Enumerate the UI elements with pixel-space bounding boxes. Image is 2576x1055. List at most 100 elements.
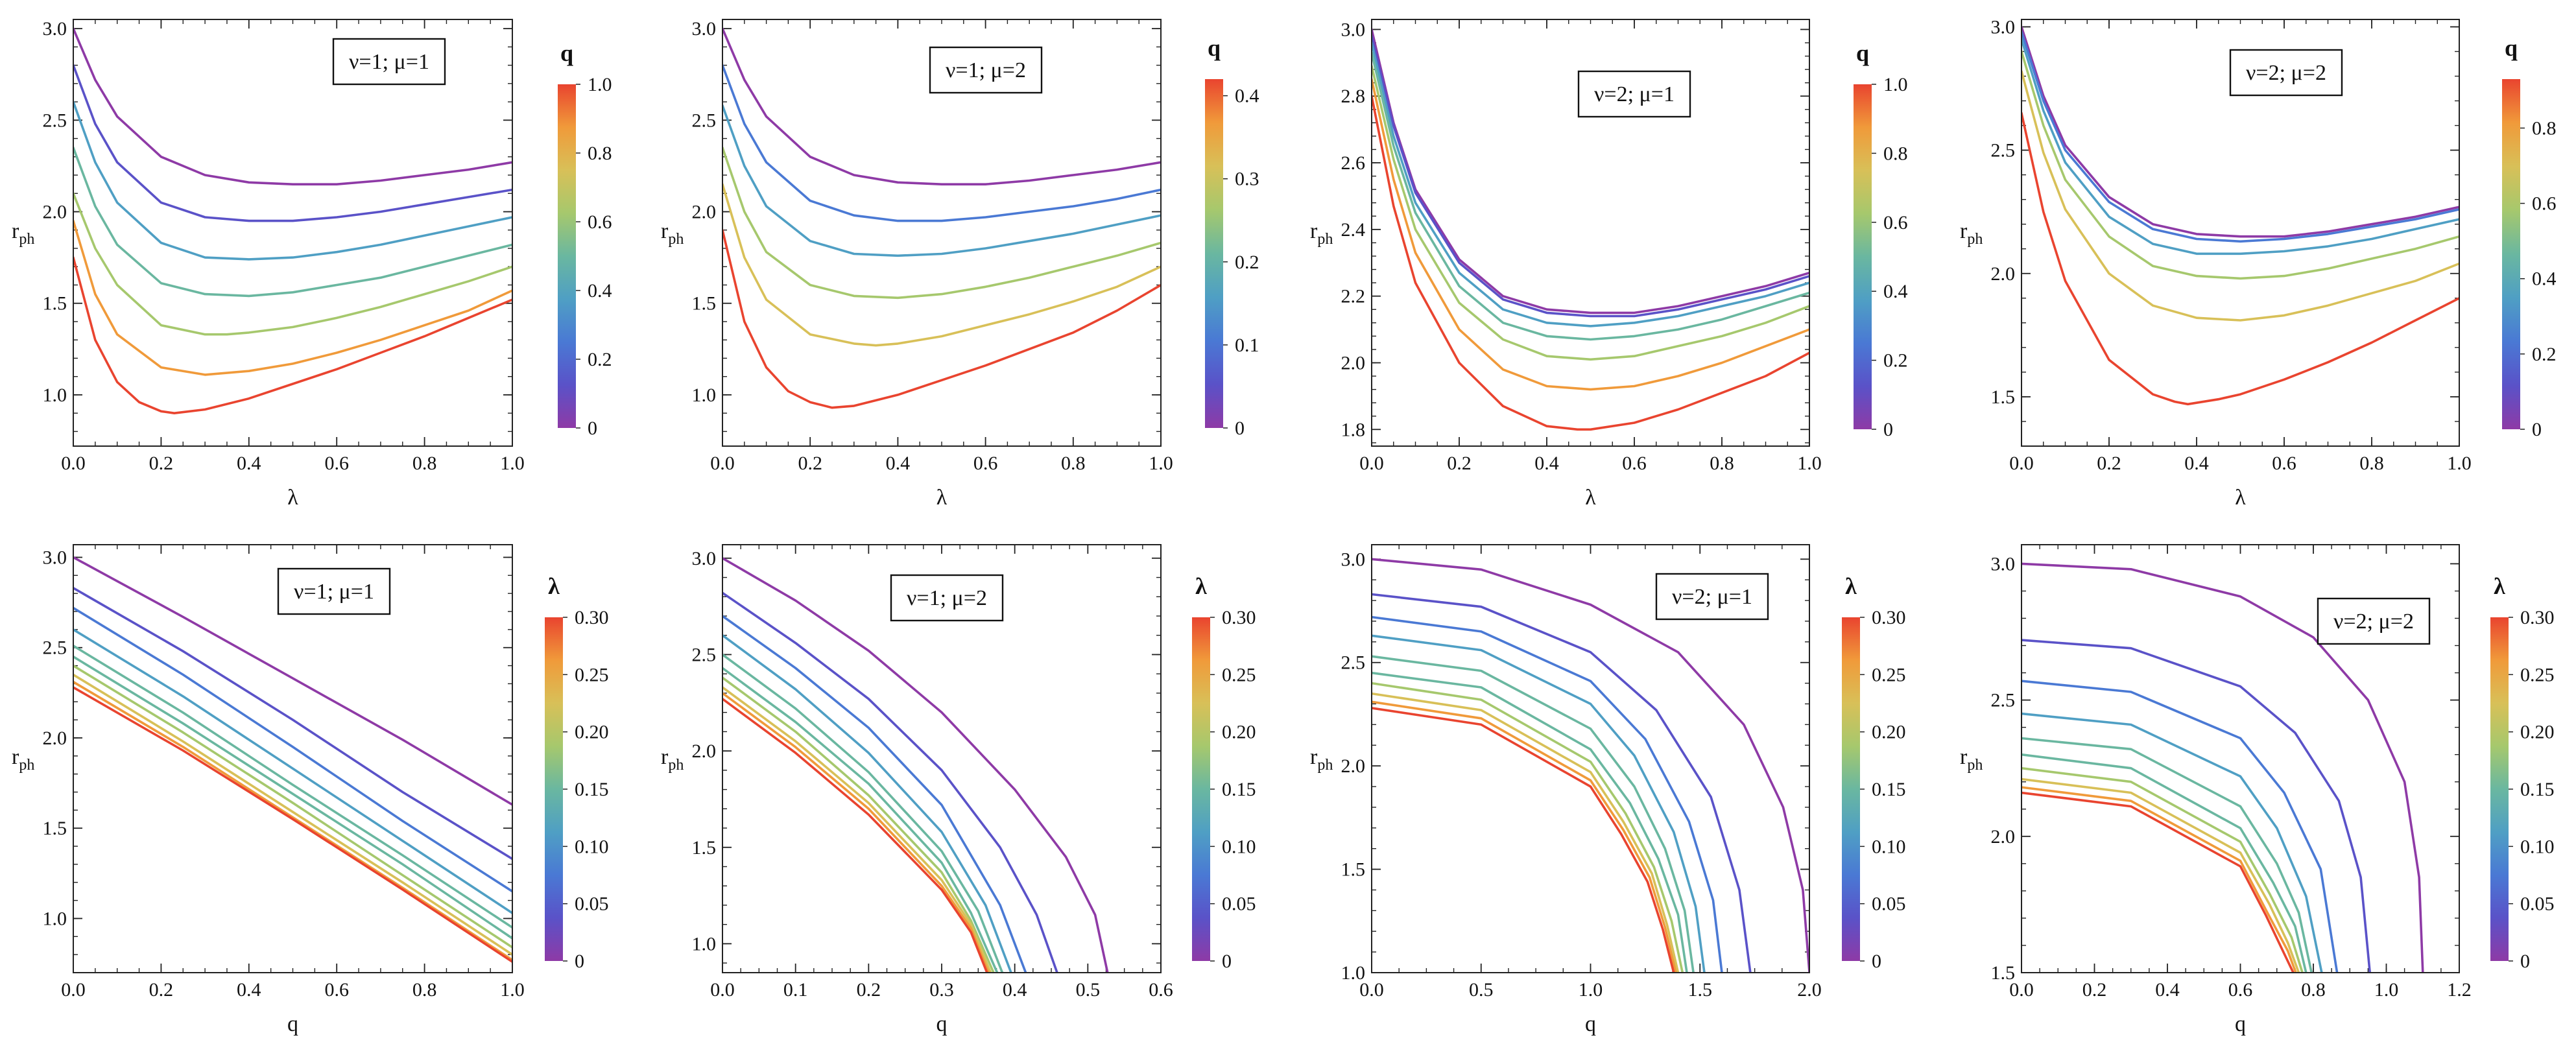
series-line-5 xyxy=(1372,65,1809,361)
panel-title: ν=2; μ=2 xyxy=(2246,61,2326,85)
panel-title: ν=1; μ=2 xyxy=(907,586,987,610)
series-line-6 xyxy=(722,229,1161,409)
colorbar-tick-label: 0.25 xyxy=(1222,664,1256,685)
series-group xyxy=(2021,25,2459,406)
x-tick-label: 0.6 xyxy=(1622,453,1647,474)
series-line-1 xyxy=(722,557,1109,973)
panel-7: 0.0 0.5 1.0 1.5 2.0 1.0 1.5 2.0 2.5 3.0 q rph ν=2; μ… xyxy=(1310,544,1906,1036)
colorbar-tick-label: 0.25 xyxy=(575,664,609,685)
colorbar-title: λ xyxy=(2494,573,2505,599)
x-tick-label: 1.0 xyxy=(1149,453,1173,474)
x-tick-label: 0.4 xyxy=(886,453,911,474)
series-line-8 xyxy=(1372,692,1680,973)
series-line-5 xyxy=(73,192,512,336)
series-group xyxy=(722,557,1109,973)
colorbar-tick-label: 0.4 xyxy=(588,280,612,302)
colorbar-tick-label: 0 xyxy=(1235,418,1245,439)
series-group xyxy=(1372,558,1809,973)
series-line-6 xyxy=(2021,753,2308,973)
y-tick-label: 3.0 xyxy=(43,18,67,40)
y-tick-label: 1.5 xyxy=(692,293,717,314)
x-tick-label: 0.0 xyxy=(2009,979,2034,1001)
x-tick-label: 0.6 xyxy=(1149,979,1173,1001)
y-tick-label: 2.8 xyxy=(1341,86,1366,107)
x-tick-label: 0.6 xyxy=(2228,979,2253,1001)
series-line-10 xyxy=(1372,707,1675,973)
x-tick-label: 1.0 xyxy=(1579,979,1603,1001)
colorbar-gradient xyxy=(558,84,576,428)
x-axis-title: q xyxy=(936,1012,948,1036)
colorbar: q 0 0.2 0.4 0.6 0.8 1.0 xyxy=(1854,40,1908,440)
x-tick-label: 0.6 xyxy=(973,453,998,474)
panel-title: ν=2; μ=2 xyxy=(2333,610,2414,634)
series-group xyxy=(73,27,512,414)
colorbar-tick-label: 0.30 xyxy=(1222,607,1256,628)
colorbar: q 0 0.2 0.4 0.6 0.8 1.0 xyxy=(558,40,612,439)
series-line-5 xyxy=(722,653,1004,973)
colorbar-tick-label: 1.0 xyxy=(1883,74,1908,95)
series-line-5 xyxy=(2021,737,2313,973)
colorbar-gradient xyxy=(1192,617,1210,961)
y-tick-label: 3.0 xyxy=(692,548,717,569)
y-tick-label: 3.0 xyxy=(43,547,67,568)
series-line-3 xyxy=(1372,615,1723,973)
colorbar-tick-label: 0.05 xyxy=(575,894,609,915)
title-box-frame xyxy=(2229,49,2343,97)
y-tick-label: 1.0 xyxy=(43,908,67,929)
colorbar-tick-label: 0.05 xyxy=(1872,894,1906,915)
plot-frame xyxy=(73,19,513,447)
colorbar-tick-label: 0.1 xyxy=(1235,335,1259,356)
x-tick-label: 0.8 xyxy=(2301,979,2326,1001)
colorbar-tick-label: 0 xyxy=(1883,419,1893,440)
y-tick-label: 2.0 xyxy=(1341,755,1366,777)
series-line-2 xyxy=(722,591,1058,973)
y-tick-label: 2.6 xyxy=(1341,152,1366,174)
colorbar-gradient xyxy=(1854,84,1872,429)
series-line-2 xyxy=(1372,34,1809,318)
series-line-9 xyxy=(722,692,990,973)
colorbar-tick-label: 0.6 xyxy=(588,211,612,233)
series-line-5 xyxy=(2021,70,2459,322)
y-tick-label: 2.2 xyxy=(1341,286,1366,307)
colorbar-tick-label: 0.2 xyxy=(1883,350,1908,372)
series-line-7 xyxy=(722,676,995,973)
x-axis-title: q xyxy=(287,1012,298,1036)
series-line-8 xyxy=(722,686,992,973)
colorbar-tick-label: 0.10 xyxy=(575,836,609,857)
x-tick-label: 0.2 xyxy=(2082,979,2107,1001)
series-line-7 xyxy=(73,256,512,414)
colorbar-tick-label: 0 xyxy=(2532,419,2542,440)
series-line-4 xyxy=(73,146,512,298)
x-axis-title: λ xyxy=(2235,486,2246,510)
series-line-7 xyxy=(2021,766,2304,973)
y-tick-label: 1.5 xyxy=(1991,386,2016,408)
x-tick-label: 0.5 xyxy=(1469,979,1494,1001)
colorbar-tick-label: 0.10 xyxy=(1222,836,1256,857)
colorbar-title: q xyxy=(2505,35,2518,61)
x-tick-label: 0.0 xyxy=(2009,453,2034,474)
colorbar-tick-label: 0.6 xyxy=(1883,212,1908,233)
panel-title-box: ν=2; μ=2 xyxy=(2317,597,2431,645)
series-group xyxy=(2021,562,2424,973)
colorbar-tick-label: 0.6 xyxy=(2532,193,2557,215)
y-axis-title: rph xyxy=(12,745,34,774)
y-tick-label: 2.5 xyxy=(1991,690,2016,711)
colorbar-tick-label: 0.8 xyxy=(1883,143,1908,164)
y-tick-label: 3.0 xyxy=(1341,19,1366,40)
y-axis-title: rph xyxy=(1310,745,1333,774)
x-axis-title: λ xyxy=(1585,486,1596,510)
series-line-4 xyxy=(73,628,512,914)
y-axis-title: rph xyxy=(1960,219,1983,248)
colorbar-tick-label: 0 xyxy=(588,418,597,439)
series-line-10 xyxy=(73,686,512,964)
plot-frame xyxy=(722,544,1162,973)
y-tick-label: 1.8 xyxy=(1341,419,1366,440)
colorbar-tick-label: 0.8 xyxy=(2532,117,2557,139)
panel-5: 0.0 0.2 0.4 0.6 0.8 1.0 1.0 1.5 2.0 2.5 3.0 q rph ν=1… xyxy=(12,544,609,1036)
colorbar-title: q xyxy=(560,40,573,66)
colorbar-tick-label: 0.25 xyxy=(1872,664,1906,685)
plot-frame xyxy=(2021,19,2460,447)
colorbar-gradient xyxy=(2490,617,2509,961)
x-tick-label: 0.3 xyxy=(929,979,954,1001)
series-line-9 xyxy=(2021,786,2297,973)
